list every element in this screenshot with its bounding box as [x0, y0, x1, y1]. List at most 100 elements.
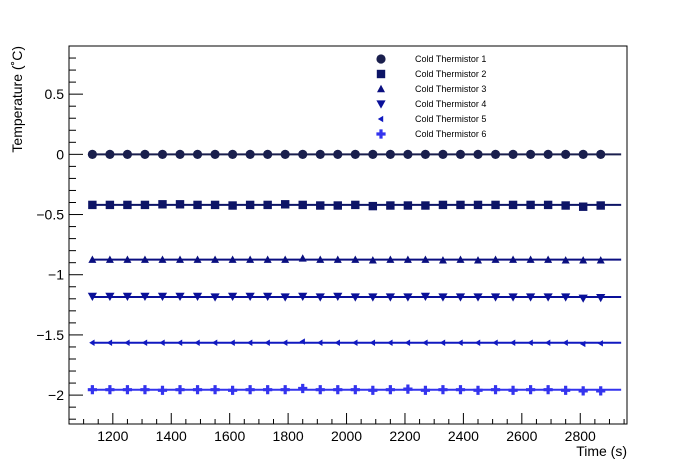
data-point [596, 201, 605, 210]
data-point [596, 149, 606, 159]
data-point [229, 339, 235, 346]
data-point [596, 293, 606, 303]
data-point [368, 149, 378, 159]
data-point [438, 293, 448, 302]
data-point [89, 339, 95, 346]
data-point [369, 339, 376, 346]
x-axis: 1200 1400 1600 1800 2000 2200 2400 2600 2800 [68, 413, 625, 444]
data-point [420, 292, 431, 301]
data-point [509, 255, 518, 263]
data-point [474, 339, 481, 346]
data-point [105, 255, 114, 263]
data-point [350, 293, 360, 302]
data-point [544, 339, 551, 346]
data-point [211, 255, 220, 263]
data-point [352, 339, 358, 346]
x-tick-label: 2000 [331, 428, 362, 444]
data-point [456, 255, 465, 263]
data-point [596, 386, 606, 396]
data-point [281, 255, 290, 263]
x-axis-title: Time (s) [576, 443, 627, 459]
x-tick-label: 2200 [389, 428, 420, 444]
data-point [228, 292, 238, 301]
data-point [280, 293, 290, 302]
y-tick-label: −2 [48, 387, 64, 403]
legend-marker [377, 84, 385, 93]
data-point [422, 339, 428, 346]
data-point [561, 385, 571, 395]
data-point [210, 200, 220, 210]
data-point [421, 255, 430, 263]
data-point [455, 385, 466, 395]
data-point [245, 292, 255, 301]
data-point [280, 385, 290, 395]
data-point [438, 200, 448, 210]
data-point [298, 149, 308, 159]
data-point [525, 149, 536, 159]
data-point [316, 255, 325, 263]
data-point [473, 149, 483, 159]
x-tick-label: 2400 [448, 428, 479, 444]
legend-item: Cold Thermistor 6 [376, 129, 486, 139]
x-tick-label: 1800 [273, 428, 304, 444]
legend-marker [376, 54, 386, 64]
y-tick-label: −0.5 [36, 207, 64, 223]
data-point [351, 200, 360, 210]
x-tick-label: 2800 [565, 428, 596, 444]
data-point [455, 149, 466, 159]
data-point [491, 200, 500, 210]
data-point [192, 292, 203, 301]
data-point [473, 293, 483, 302]
data-point [176, 339, 183, 346]
data-point [263, 149, 273, 159]
data-point [350, 149, 360, 159]
data-point [245, 149, 255, 159]
data-point [474, 256, 483, 264]
data-point [438, 149, 448, 159]
y-axis: 0.5 0 −0.5 −1 −1.5 −2 [36, 45, 83, 420]
data-point [263, 385, 273, 395]
data-point [457, 339, 463, 346]
legend-marker [376, 69, 386, 79]
legend-item: Cold Thermistor 4 [376, 99, 486, 109]
data-point [527, 339, 533, 346]
data-point [492, 339, 498, 346]
data-point [508, 149, 518, 159]
data-point [543, 149, 553, 159]
series-3 [88, 254, 605, 264]
data-point [579, 340, 586, 348]
data-point [228, 385, 238, 395]
data-point [543, 385, 553, 395]
data-point [526, 200, 535, 210]
legend-item: Cold Thermistor 3 [377, 84, 486, 94]
data-point [420, 149, 431, 159]
data-point [105, 149, 115, 159]
data-point [456, 200, 465, 210]
data-point [403, 384, 413, 394]
data-point [263, 255, 272, 263]
data-point [157, 385, 168, 395]
data-point [124, 339, 130, 346]
data-point [562, 339, 568, 346]
data-point [264, 339, 270, 346]
data-point [245, 385, 255, 395]
y-tick-label: 0 [56, 146, 64, 162]
data-point [88, 255, 97, 263]
data-point [561, 149, 571, 159]
data-point [123, 255, 132, 263]
data-point [491, 255, 500, 263]
legend-item: Cold Thermistor 5 [377, 114, 486, 124]
data-point [334, 339, 340, 346]
data-point [316, 201, 325, 210]
data-point [333, 201, 342, 210]
legend-label: Cold Thermistor 6 [415, 129, 486, 139]
y-axis-title: Temperature (˚C) [9, 46, 25, 153]
data-point [140, 200, 150, 210]
data-point [298, 292, 308, 301]
data-point [140, 255, 149, 263]
data-point [473, 200, 483, 210]
data-point [105, 200, 115, 210]
data-point [473, 385, 483, 395]
